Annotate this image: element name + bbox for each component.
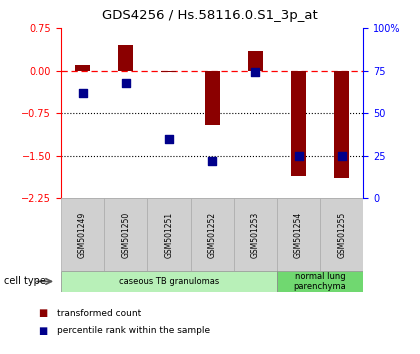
Text: GSM501249: GSM501249 <box>78 211 87 258</box>
Text: GSM501254: GSM501254 <box>294 211 303 258</box>
Text: GSM501250: GSM501250 <box>121 211 130 258</box>
Text: transformed count: transformed count <box>57 309 141 318</box>
Point <box>339 153 345 159</box>
Bar <box>104 198 147 271</box>
Bar <box>118 45 133 71</box>
Bar <box>320 198 363 271</box>
Point <box>209 158 215 164</box>
Text: GSM501255: GSM501255 <box>337 211 346 258</box>
Text: normal lung
parenchyma: normal lung parenchyma <box>294 272 346 291</box>
Bar <box>334 71 349 178</box>
Point <box>295 153 302 159</box>
Point <box>79 90 86 96</box>
Point <box>165 136 172 142</box>
Text: ■: ■ <box>38 326 47 336</box>
Bar <box>61 271 277 292</box>
Point <box>122 80 129 86</box>
Bar <box>277 271 363 292</box>
Text: percentile rank within the sample: percentile rank within the sample <box>57 326 210 336</box>
Text: GSM501252: GSM501252 <box>207 211 217 258</box>
Text: cell type: cell type <box>4 276 46 286</box>
Bar <box>191 198 234 271</box>
Text: GSM501253: GSM501253 <box>251 211 260 258</box>
Bar <box>248 51 263 71</box>
Bar <box>234 198 277 271</box>
Bar <box>75 65 90 71</box>
Text: ■: ■ <box>38 308 47 318</box>
Bar <box>61 198 104 271</box>
Text: GDS4256 / Hs.58116.0.S1_3p_at: GDS4256 / Hs.58116.0.S1_3p_at <box>102 9 318 22</box>
Bar <box>161 71 176 72</box>
Point <box>252 70 259 75</box>
Bar <box>277 198 320 271</box>
Bar <box>291 71 306 176</box>
Bar <box>147 198 191 271</box>
Text: GSM501251: GSM501251 <box>164 211 173 258</box>
Bar <box>205 71 220 125</box>
Text: caseous TB granulomas: caseous TB granulomas <box>119 277 219 286</box>
